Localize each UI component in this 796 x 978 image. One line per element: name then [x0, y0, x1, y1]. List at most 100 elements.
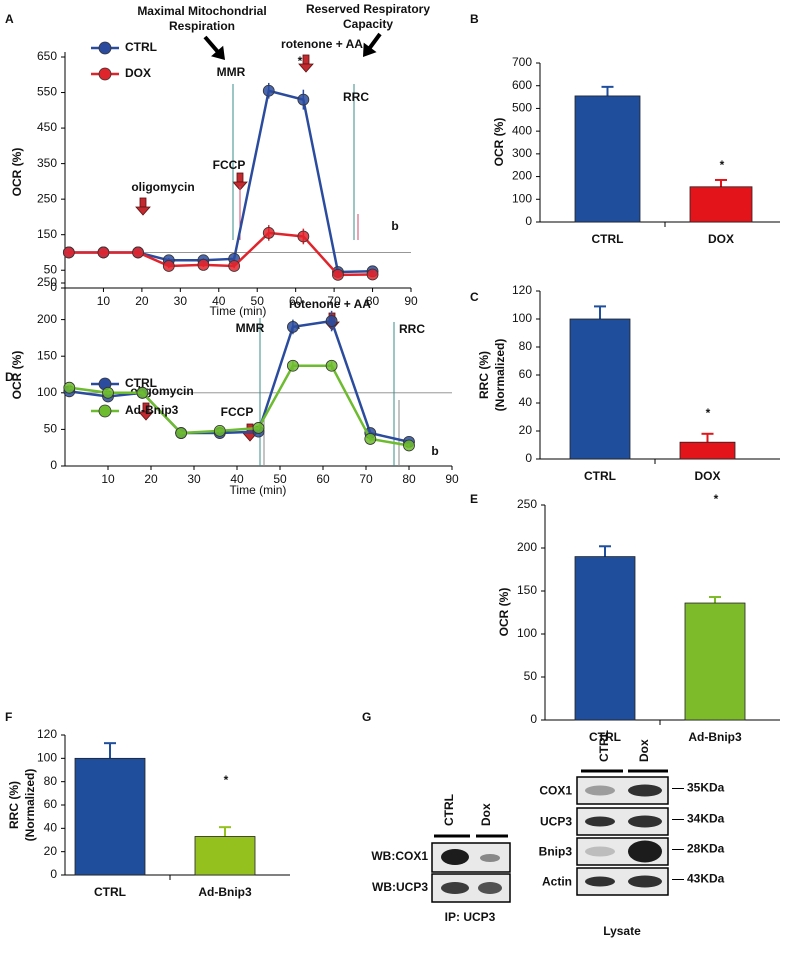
annotation: Maximal Mitochondrial [137, 4, 266, 18]
x-tick-label: 70 [327, 294, 341, 308]
panel-letter: F [5, 710, 12, 724]
y-tick-label: 600 [512, 78, 532, 92]
band [628, 784, 662, 797]
point [297, 230, 310, 243]
series-line [68, 231, 373, 277]
lane-label: CTRL [442, 794, 456, 826]
point [213, 424, 226, 437]
bar [74, 757, 146, 876]
series-line [69, 319, 410, 444]
row-label: Actin [542, 875, 572, 889]
y-axis-label: RRC (%) [7, 781, 21, 829]
point [102, 386, 114, 399]
arrow [236, 172, 244, 183]
legend-label: CTRL [125, 376, 157, 390]
y-tick-label: 200 [517, 540, 537, 554]
y-tick-label: 120 [37, 727, 57, 741]
y-axis-label: OCR (%) [497, 588, 511, 637]
x-tick-label: 20 [144, 472, 158, 486]
y-tick-label: 650 [37, 49, 57, 63]
y-axis-label: OCR (%) [10, 351, 24, 400]
arrow [363, 42, 377, 57]
y-axis-label: (Normalized) [23, 769, 37, 842]
annotation: rotenone + AA [289, 297, 371, 311]
point [262, 84, 275, 97]
y-tick-label: 150 [37, 348, 57, 362]
lane-label: Dox [479, 803, 493, 826]
point [63, 381, 76, 394]
point [175, 427, 188, 439]
legend-marker [98, 67, 112, 81]
point [286, 359, 299, 372]
size-label: 35KDa [687, 781, 725, 795]
y-tick-label: 60 [519, 367, 533, 381]
bar [679, 441, 736, 460]
x-axis-label: Time (min) [230, 483, 287, 497]
y-tick-label: 60 [44, 797, 58, 811]
annotation: * [714, 492, 719, 506]
point [286, 321, 299, 333]
annotation: b [391, 219, 398, 233]
x-tick-label: 20 [135, 294, 149, 308]
point [262, 227, 275, 239]
annotation: b [431, 444, 438, 458]
y-tick-label: 250 [517, 497, 537, 511]
y-tick-label: 100 [37, 751, 57, 765]
row-label: Bnip3 [539, 845, 573, 859]
annotation: MMR [217, 65, 246, 79]
annotation: * [224, 773, 229, 787]
bar [569, 318, 631, 460]
x-tick-label: DOX [708, 232, 734, 246]
x-tick-label: 60 [316, 472, 330, 486]
y-tick-label: 0 [525, 214, 532, 228]
annotation: MMR [236, 321, 265, 335]
x-tick-label: Ad-Bnip3 [198, 885, 252, 899]
panel-letter: A [5, 12, 14, 26]
arrow [203, 35, 221, 55]
y-tick-label: 50 [44, 422, 58, 436]
panel-letter: E [470, 492, 478, 506]
x-tick-label: 30 [174, 294, 188, 308]
y-tick-label: 80 [519, 339, 533, 353]
x-tick-label: Ad-Bnip3 [688, 730, 742, 744]
point [62, 246, 75, 259]
legend-label: CTRL [125, 40, 157, 54]
x-tick-label: 50 [273, 472, 287, 486]
band [628, 875, 662, 888]
y-tick-label: 0 [50, 280, 57, 294]
x-tick-label: DOX [694, 469, 720, 483]
annotation: RRC [343, 90, 369, 104]
lane-label: CTRL [597, 730, 611, 762]
y-tick-label: 250 [37, 191, 57, 205]
point [136, 386, 149, 399]
x-tick-label: 50 [251, 294, 265, 308]
point [297, 93, 310, 106]
x-tick-label: CTRL [94, 885, 126, 899]
blot-caption: Lysate [603, 924, 641, 938]
x-tick-label: CTRL [584, 469, 616, 483]
y-tick-label: 40 [519, 395, 533, 409]
point [403, 439, 415, 452]
point [332, 268, 344, 281]
x-tick-label: 90 [445, 472, 459, 486]
arrow [135, 206, 151, 216]
size-label: 34KDa [687, 812, 725, 826]
panel-letter: G [362, 710, 371, 724]
row-label: WB:UCP3 [372, 880, 428, 894]
y-tick-label: 550 [37, 85, 57, 99]
band [585, 785, 615, 796]
band [585, 876, 615, 887]
point [366, 268, 379, 281]
annotation: Respiration [169, 19, 235, 33]
y-axis-label: (Normalized) [493, 339, 507, 412]
panel-letter: C [470, 290, 479, 304]
y-tick-label: 150 [517, 583, 537, 597]
point [197, 258, 210, 271]
point [325, 315, 338, 327]
annotation: oligomycin [131, 180, 194, 194]
y-tick-label: 500 [512, 101, 532, 115]
point [325, 359, 338, 372]
x-tick-label: 80 [402, 472, 416, 486]
y-tick-label: 0 [50, 867, 57, 881]
band [628, 840, 662, 863]
